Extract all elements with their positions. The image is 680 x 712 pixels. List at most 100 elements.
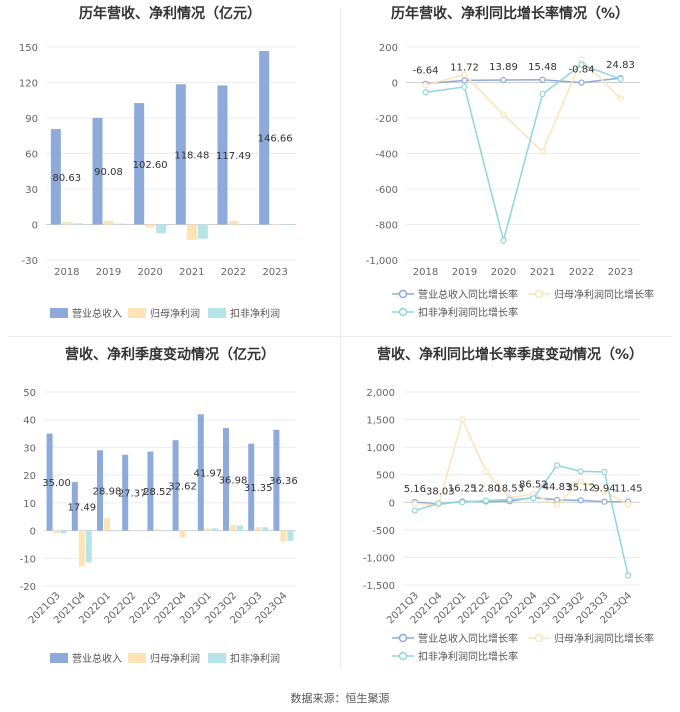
y-tick-label: -400 [375,150,398,161]
bar-revenue [273,429,280,531]
bar-net-profit [154,529,161,531]
bar-revenue [197,414,204,531]
legend-label: 扣非净利润 [230,307,280,320]
y-tick-label: 40 [23,416,36,427]
y-tick-label: 30 [25,185,38,196]
annual-growth-rate-chart: 历年营收、净利同比增长率情况（%） -1,000 -800 -600 -400 -200 0… [340,0,680,345]
quarterly-revenue-profit-svg: 营收、净利季度变动情况（亿元）-20-10010203040502021Q320… [20,346,298,665]
line-point [459,499,466,506]
legend-label: 归母净利润同比增长率 [554,288,654,301]
annual-revenue-profit-chart: 历年营收、净利情况（亿元） -30 0 30 60 90 120 150 2018 2019 202… [0,0,340,345]
line-point [482,497,490,504]
quarterly-revenue-profit-chart: 营收、净利季度变动情况（亿元） -20 -10 0 10 20 30 40 50 2021Q3 20… [0,340,340,685]
data-label: 15.48 [528,62,557,73]
x-tick-label: 2023 [608,267,633,278]
x-tick-label: 2020 [491,267,516,278]
legend-label: 扣非净利润同比增长率 [418,306,518,319]
line-point [461,83,468,91]
data-label: 16.25 [448,483,477,494]
x-tick-label: 2019 [96,267,121,278]
bar-net-profit [78,530,85,567]
bar-revenue [71,482,78,531]
bar-net-profit [255,527,262,531]
line-point [601,468,608,476]
data-label: 35.00 [42,478,71,489]
data-label: 11.72 [450,62,479,73]
bar-revenue [175,84,186,225]
bar-deducted-profit [237,525,243,531]
y-tick-label: 500 [376,471,395,482]
bar-net-profit [179,530,186,538]
line-point [578,61,585,68]
bar-revenue [223,428,229,531]
data-label: -38.03 [422,486,454,497]
legend-marker [534,289,544,299]
data-label: 24.83 [606,60,635,71]
bar-revenue [97,450,103,531]
bar-net-profit [104,518,110,531]
line-deducted-profit-growth [414,464,629,576]
data-label: 90.08 [94,167,123,178]
bar-revenue [122,454,129,531]
legend-swatch [50,653,68,663]
legend-label: 归母净利润同比增长率 [554,632,654,645]
line-point [435,500,442,507]
data-label: 35.12 [566,482,595,493]
line-point [506,496,513,503]
bar-net-profit [204,528,211,531]
chart-title: 营收、净利同比增长率季度变动情况（%） [377,346,643,363]
y-tick-label: -600 [375,185,398,196]
chart-title: 历年营收、净利情况（亿元） [79,5,261,22]
legend-label: 营业总收入 [72,652,122,665]
line-point [577,468,584,475]
line-point [422,82,429,89]
data-source-footer: 数据来源：恒生聚源 [290,692,390,705]
line-net-profit-growth [425,58,622,154]
bar-revenue [46,433,53,531]
line-point [482,468,490,475]
y-tick-label: 10 [23,499,36,510]
x-tick-label: 2021 [530,267,555,278]
line-point [553,496,561,503]
bar-deducted-profit [72,223,83,225]
bar-deducted-profit [262,527,269,531]
y-tick-label: -800 [375,221,398,232]
line-net-profit-growth [414,417,629,506]
bar-net-profit [129,530,136,531]
data-label: 12.80 [472,484,501,495]
bar-net-profit [270,224,281,225]
data-label: 18.53 [495,483,524,494]
data-label: 5.16 [404,484,426,495]
line-point [601,488,608,495]
data-label: 11.45 [614,484,643,495]
y-tick-label: 150 [19,43,38,54]
bar-net-profit [103,220,114,225]
data-label: 41.97 [193,468,222,479]
line-deducted-profit-growth [425,63,621,244]
line-point [411,507,418,514]
bar-net-profit [230,525,236,531]
bar-deducted-profit [114,223,125,225]
y-tick-label: 0 [389,498,395,509]
bar-deducted-profit [186,530,193,531]
data-label: 117.49 [216,151,251,162]
legend-marker [534,633,544,643]
line-point [577,478,584,485]
data-label: 13.89 [489,62,518,73]
bar-revenue [172,440,179,531]
line-point [461,77,468,84]
y-tick-label: -500 [372,526,395,537]
y-tick-label: -1,000 [363,553,395,564]
y-tick-label: 90 [25,114,38,125]
quarterly-growth-rate-chart: 营收、净利同比增长率季度变动情况（%） -1,500 -1,000 -500 0 500 1… [340,340,680,685]
x-tick-label: 2023 [262,267,287,278]
line-point [578,79,585,86]
data-label: 44.83 [543,482,572,493]
legend-label: 营业总收入 [72,307,122,320]
bar-net-profit [61,222,72,225]
legend-marker [398,633,408,643]
line-point [617,95,624,102]
bar-deducted-profit [156,224,167,234]
legend-label: 扣非净利润同比增长率 [418,650,518,663]
bar-deducted-profit [136,530,143,531]
